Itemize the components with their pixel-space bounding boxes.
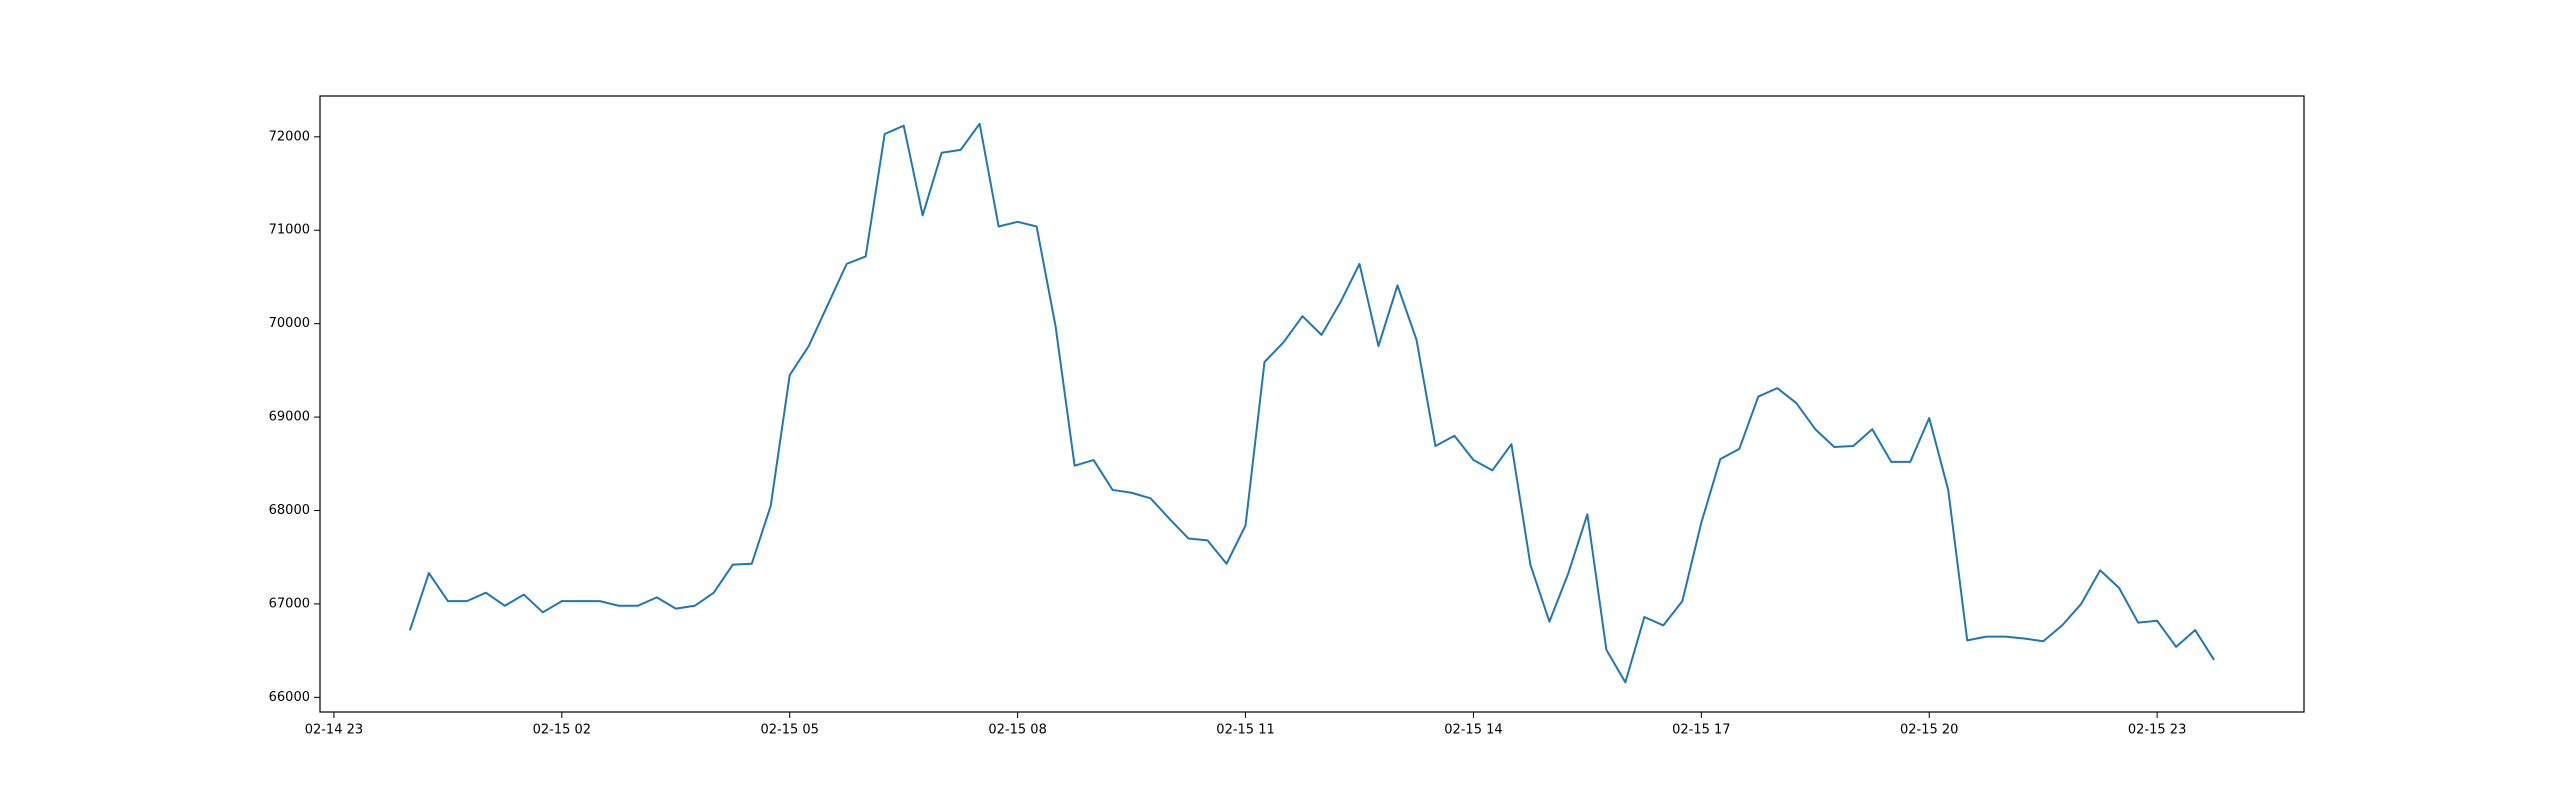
x-tick-label: 02-15 23 xyxy=(2128,723,2186,738)
x-tick-label: 02-15 02 xyxy=(533,723,591,738)
y-tick-label: 68000 xyxy=(269,503,310,518)
y-tick-label: 70000 xyxy=(269,316,310,331)
x-tick-label: 02-15 20 xyxy=(1900,723,1958,738)
x-tick-label: 02-14 23 xyxy=(305,723,363,738)
x-tick-label: 02-15 05 xyxy=(761,723,819,738)
y-tick-label: 66000 xyxy=(269,690,310,705)
x-tick-label: 02-15 17 xyxy=(1672,723,1730,738)
plot-frame xyxy=(319,95,2305,713)
x-tick-label: 02-15 14 xyxy=(1444,723,1502,738)
y-tick-label: 72000 xyxy=(269,129,310,144)
data-line xyxy=(408,122,2215,684)
y-tick-label: 67000 xyxy=(269,596,310,611)
y-tick-label: 71000 xyxy=(269,223,310,238)
x-tick-label: 02-15 11 xyxy=(1216,723,1274,738)
y-tick-label: 69000 xyxy=(269,410,310,425)
x-tick-label: 02-15 08 xyxy=(988,723,1046,738)
